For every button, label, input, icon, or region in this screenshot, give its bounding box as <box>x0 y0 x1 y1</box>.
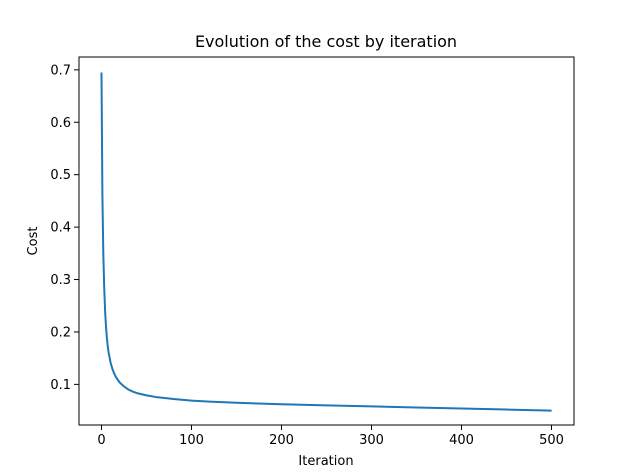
y-tick-label: 0.3 <box>50 273 71 288</box>
x-tick-label: 100 <box>179 433 204 448</box>
x-tick-label: 300 <box>359 433 384 448</box>
plot-area: 0 100 200 300 400 500 0.1 0.2 0.3 0.4 0.5 0.6 0.7 <box>50 56 575 448</box>
chart-title: Evolution of the cost by iteration <box>195 32 457 51</box>
y-tick-label: 0.7 <box>50 63 71 78</box>
x-tick-label: 200 <box>269 433 294 448</box>
y-tick-label: 0.1 <box>50 378 71 393</box>
x-axis-label: Iteration <box>298 454 353 469</box>
x-tick-label: 400 <box>449 433 474 448</box>
x-tick-label: 500 <box>539 433 564 448</box>
y-tick-label: 0.2 <box>50 325 71 340</box>
y-axis-label: Cost <box>26 227 41 256</box>
y-tick-label: 0.4 <box>50 221 71 236</box>
y-tick-label: 0.5 <box>50 168 71 183</box>
axes-frame <box>78 56 575 426</box>
series-line-0 <box>100 72 552 412</box>
x-tick-label: 0 <box>97 433 105 448</box>
y-tick-label: 0.6 <box>50 116 71 131</box>
